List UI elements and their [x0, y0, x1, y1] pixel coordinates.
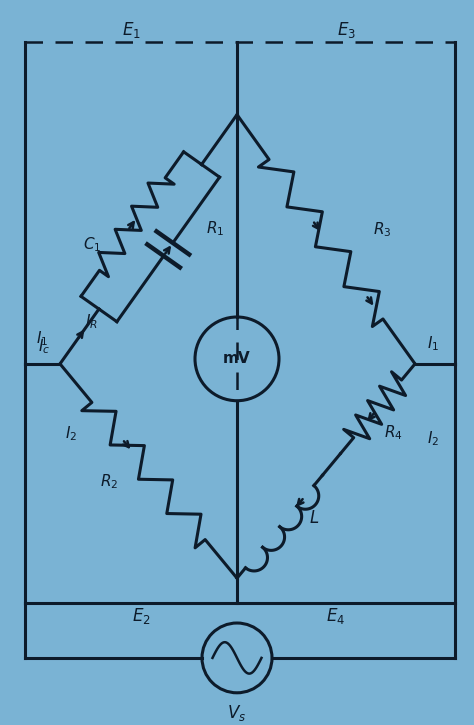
Text: $R_4$: $R_4$ — [384, 424, 403, 442]
Text: mV: mV — [223, 352, 251, 366]
Text: $R_2$: $R_2$ — [100, 473, 118, 491]
Text: $I_1$: $I_1$ — [427, 334, 439, 353]
Text: $I_2$: $I_2$ — [427, 429, 439, 448]
Text: $E_1$: $E_1$ — [121, 20, 140, 40]
Text: $I_2$: $I_2$ — [65, 424, 77, 443]
Text: $E_4$: $E_4$ — [326, 606, 345, 626]
Text: $C_1$: $C_1$ — [82, 235, 101, 254]
Text: $I_c$: $I_c$ — [38, 337, 50, 356]
Text: $R_1$: $R_1$ — [207, 220, 225, 239]
Text: $E_3$: $E_3$ — [337, 20, 356, 40]
Text: $V_s$: $V_s$ — [228, 703, 246, 723]
Text: $L$: $L$ — [309, 509, 319, 527]
Text: $I_1$: $I_1$ — [36, 330, 48, 348]
Text: $R_3$: $R_3$ — [374, 220, 392, 239]
Text: $I_R$: $I_R$ — [84, 312, 98, 331]
Text: $E_2$: $E_2$ — [132, 606, 151, 626]
